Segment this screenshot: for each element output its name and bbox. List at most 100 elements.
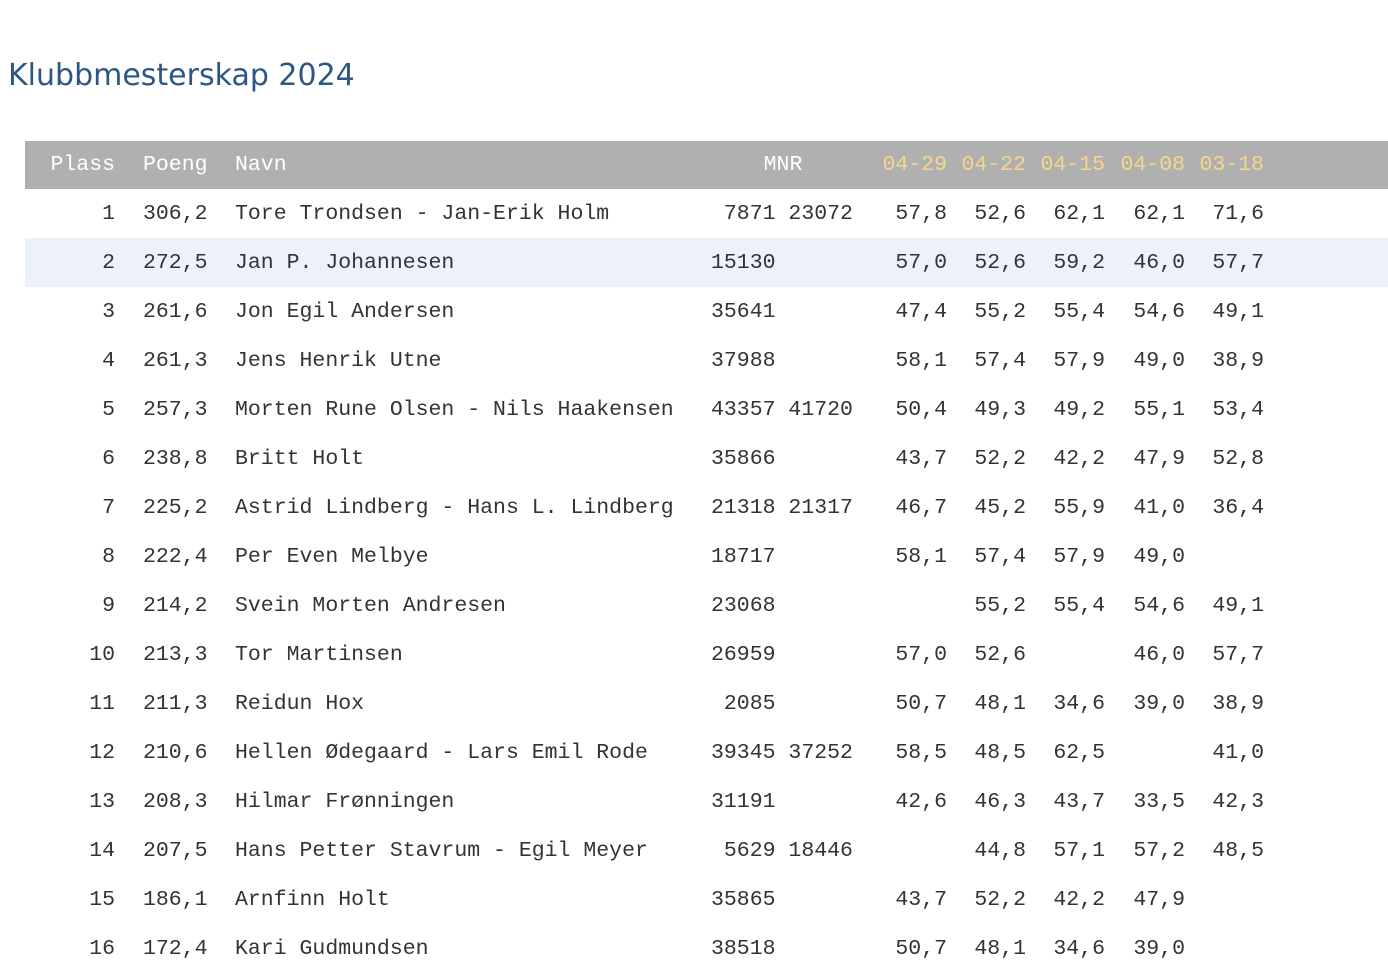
navn-cell: Hilmar Frønningen bbox=[235, 789, 455, 814]
table-row: 7 225,2 Astrid Lindberg - Hans L. Lindberg… bbox=[25, 483, 1388, 532]
score-cell bbox=[1195, 875, 1274, 924]
score-cell: 39,0 bbox=[1133, 691, 1185, 716]
score-cell: 57,2 bbox=[1133, 838, 1185, 863]
mnr-cell: 35866 bbox=[711, 446, 776, 471]
plass-cell: 8 bbox=[102, 544, 115, 569]
mnr-cell: 15130 bbox=[699, 238, 867, 287]
plass-cell: 14 bbox=[89, 838, 115, 863]
navn-cell: Kari Gudmundsen bbox=[235, 936, 429, 961]
plass-cell: 10 bbox=[89, 642, 115, 667]
poeng-cell: 225,2 bbox=[143, 495, 208, 520]
table-row: 14 207,5 Hans Petter Stavrum - Egil Meyer … bbox=[25, 826, 1388, 875]
filler-cell bbox=[1274, 777, 1388, 826]
score-cell: 36,4 bbox=[1212, 495, 1264, 520]
score-cell: 55,1 bbox=[1133, 397, 1185, 422]
header-mnr[interactable]: MNR bbox=[699, 141, 867, 189]
score-cell: 34,6 bbox=[1053, 691, 1105, 716]
score-cell: 43,7 bbox=[895, 446, 947, 471]
table-row: 15 186,1 Arnfinn Holt 35865 43,7 52,2 42,2 47,9 bbox=[25, 875, 1388, 924]
mnr-cell: 2085 bbox=[711, 691, 776, 716]
navn-cell: Svein Morten Andresen bbox=[235, 593, 506, 618]
poeng-cell: 261,3 bbox=[143, 348, 208, 373]
score-cell: 38,9 bbox=[1212, 691, 1264, 716]
filler-cell bbox=[1274, 336, 1388, 385]
score-cell: 48,1 bbox=[974, 691, 1026, 716]
score-cell: 52,2 bbox=[974, 887, 1026, 912]
score-cell: 47,4 bbox=[895, 299, 947, 324]
filler-cell bbox=[1274, 924, 1388, 973]
poeng-cell: 272,5 bbox=[125, 238, 223, 287]
score-cell: 55,2 bbox=[974, 593, 1026, 618]
header-date[interactable]: 04-15 bbox=[1036, 141, 1115, 189]
plass-cell: 13 bbox=[89, 789, 115, 814]
score-cell: 49,0 bbox=[1133, 348, 1185, 373]
filler-cell bbox=[1274, 875, 1388, 924]
table-row: 1 306,2 Tore Trondsen - Jan-Erik Holm 7871… bbox=[25, 189, 1388, 238]
filler-cell bbox=[1274, 581, 1388, 630]
poeng-cell: 186,1 bbox=[143, 887, 208, 912]
filler-cell bbox=[1274, 630, 1388, 679]
navn-cell: Hans Petter Stavrum - Egil Meyer bbox=[235, 838, 648, 863]
score-cell: 52,2 bbox=[974, 446, 1026, 471]
score-cell bbox=[1195, 924, 1274, 973]
plass-cell: 3 bbox=[102, 299, 115, 324]
poeng-cell: 257,3 bbox=[143, 397, 208, 422]
filler-cell bbox=[1274, 483, 1388, 532]
score-cell: 62,1 bbox=[1133, 201, 1185, 226]
score-cell bbox=[1195, 532, 1274, 581]
score-cell: 49,3 bbox=[974, 397, 1026, 422]
score-cell: 42,2 bbox=[1053, 446, 1105, 471]
score-cell bbox=[867, 581, 957, 630]
header-date[interactable]: 04-08 bbox=[1115, 141, 1195, 189]
plass-cell: 9 bbox=[102, 593, 115, 618]
score-cell: 49,0 bbox=[1133, 544, 1185, 569]
poeng-cell: 211,3 bbox=[143, 691, 208, 716]
table-row: 3 261,6 Jon Egil Andersen 35641 47,4 55,2 55,4… bbox=[25, 287, 1388, 336]
results-table: Plass Poeng Navn MNR 04-29 04-22 04-15 0… bbox=[25, 141, 1388, 973]
score-cell: 41,0 bbox=[1212, 740, 1264, 765]
mnr-cell: 31191 bbox=[711, 789, 776, 814]
header-date[interactable]: 03-18 bbox=[1195, 141, 1274, 189]
filler-cell bbox=[1274, 434, 1388, 483]
score-cell: 57,9 bbox=[1053, 348, 1105, 373]
header-navn[interactable]: Navn bbox=[223, 141, 699, 189]
plass-cell: 7 bbox=[102, 495, 115, 520]
filler-cell bbox=[1274, 287, 1388, 336]
table-row: 16 172,4 Kari Gudmundsen 38518 50,7 48,1 34,6 3… bbox=[25, 924, 1388, 973]
mnr-cell: 35641 bbox=[711, 299, 776, 324]
score-cell: 41,0 bbox=[1133, 495, 1185, 520]
score-cell: 54,6 bbox=[1133, 593, 1185, 618]
header-date[interactable]: 04-22 bbox=[957, 141, 1036, 189]
score-cell: 62,1 bbox=[1053, 201, 1105, 226]
score-cell: 50,4 bbox=[895, 397, 947, 422]
filler-cell bbox=[1274, 238, 1388, 287]
mnr-cell: 5629 18446 bbox=[711, 838, 853, 863]
filler-cell bbox=[1274, 826, 1388, 875]
score-cell: 55,9 bbox=[1053, 495, 1105, 520]
score-cell: 45,2 bbox=[974, 495, 1026, 520]
navn-cell: Reidun Hox bbox=[235, 691, 365, 716]
score-cell: 46,7 bbox=[895, 495, 947, 520]
score-cell: 57,1 bbox=[1053, 838, 1105, 863]
table-row: 10 213,3 Tor Martinsen 26959 57,0 52,6 46,0 57,… bbox=[25, 630, 1388, 679]
score-cell: 52,6 bbox=[974, 642, 1026, 667]
score-cell: 57,0 bbox=[895, 642, 947, 667]
mnr-cell: 21318 21317 bbox=[711, 495, 853, 520]
header-filler bbox=[1274, 141, 1388, 189]
score-cell: 57,4 bbox=[974, 544, 1026, 569]
table-row: 12 210,6 Hellen Ødegaard - Lars Emil Rode 3… bbox=[25, 728, 1388, 777]
score-cell: 57,7 bbox=[1212, 642, 1264, 667]
navn-cell: Jan P. Johannesen bbox=[223, 238, 699, 287]
score-cell: 52,6 bbox=[957, 238, 1036, 287]
score-cell bbox=[867, 826, 957, 875]
score-cell: 42,2 bbox=[1053, 887, 1105, 912]
header-date[interactable]: 04-29 bbox=[867, 141, 957, 189]
header-poeng[interactable]: Poeng bbox=[125, 141, 223, 189]
poeng-cell: 306,2 bbox=[143, 201, 208, 226]
mnr-cell: 37988 bbox=[711, 348, 776, 373]
table-row: 8 222,4 Per Even Melbye 18717 58,1 57,4 57,9 49… bbox=[25, 532, 1388, 581]
header-plass[interactable]: Plass bbox=[25, 141, 125, 189]
score-cell: 50,7 bbox=[895, 936, 947, 961]
score-cell: 57,8 bbox=[895, 201, 947, 226]
score-cell: 58,1 bbox=[895, 544, 947, 569]
